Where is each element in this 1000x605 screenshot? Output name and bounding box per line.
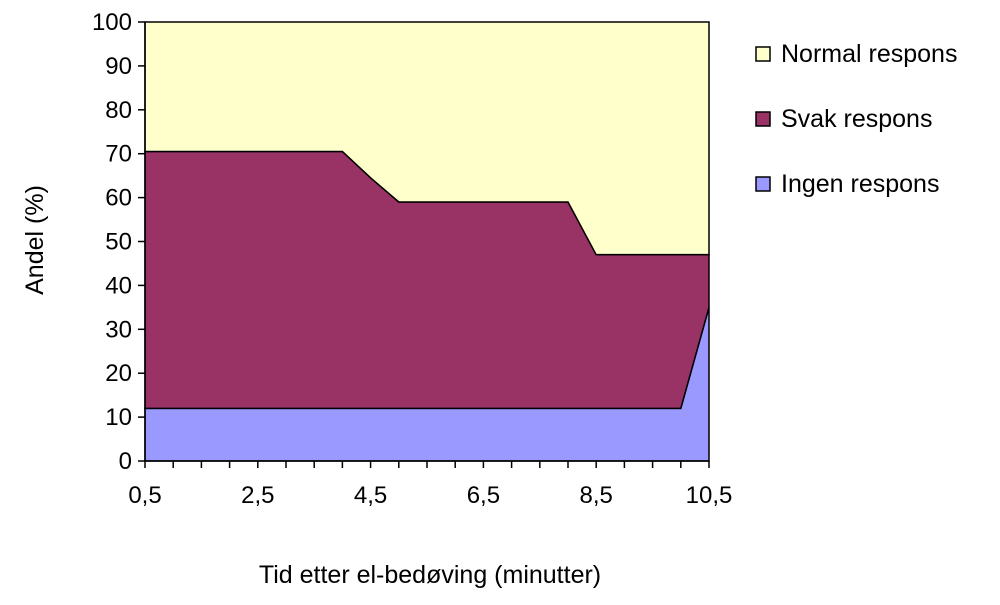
x-tick-label: 0,5 [128,482,161,509]
y-tick-label: 30 [105,316,132,343]
legend-item-ingen-respons: Ingen respons [755,170,939,198]
y-tick-label: 0 [119,448,132,475]
legend-label: Svak respons [781,105,932,133]
x-tick-label: 4,5 [354,482,387,509]
y-axis-ticks: 0 10 20 30 40 50 60 70 80 90 100 [92,9,145,475]
y-tick-label: 40 [105,272,132,299]
y-axis-title: Andel (%) [21,185,49,295]
legend-label: Normal respons [781,40,957,68]
legend-swatch [755,111,771,127]
area-normal-respons [144,21,710,256]
x-axis-ticks: 0,5 2,5 4,5 6,5 8,5 10,5 [128,461,732,509]
y-tick-label: 10 [105,404,132,431]
legend-swatch [755,176,771,192]
y-tick-label: 70 [105,141,132,168]
x-axis-title: Tid etter el-bedøving (minutter) [259,561,601,589]
x-tick-label: 6,5 [467,482,500,509]
y-tick-label: 90 [105,53,132,80]
legend-item-normal-respons: Normal respons [755,40,957,68]
y-tick-label: 100 [92,9,132,36]
legend-swatch [755,46,771,62]
plot-area [144,21,710,462]
legend: Normal respons Svak respons Ingen respons [755,40,957,198]
legend-item-svak-respons: Svak respons [755,105,932,133]
legend-label: Ingen respons [781,170,939,198]
x-tick-label: 10,5 [686,482,733,509]
x-tick-label: 2,5 [241,482,274,509]
y-tick-label: 60 [105,185,132,212]
y-tick-label: 50 [105,229,132,256]
x-tick-label: 8,5 [580,482,613,509]
y-tick-label: 20 [105,360,132,387]
y-tick-label: 80 [105,97,132,124]
